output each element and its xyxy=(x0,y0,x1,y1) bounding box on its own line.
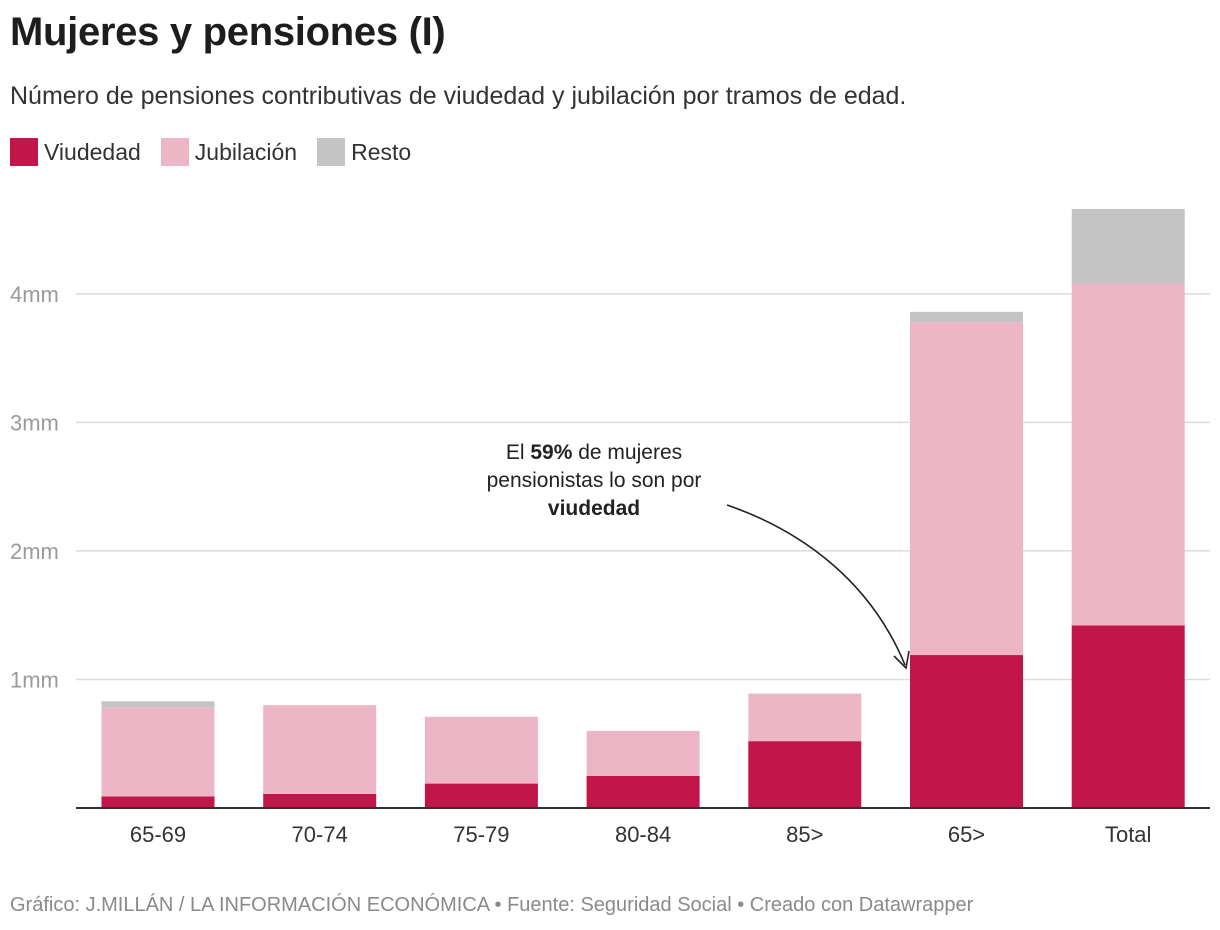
bar-65-69-viudedad xyxy=(101,796,215,808)
annotation-line-2: pensionistas lo son por xyxy=(487,469,702,492)
y-tick-label-4: 4mm xyxy=(10,282,59,307)
legend-label-jubilacion: Jubilación xyxy=(194,138,298,165)
bar-65>-viudedad xyxy=(910,655,1023,808)
bar-85>-jubilación xyxy=(748,693,862,742)
x-tick-label-7: Total xyxy=(1105,822,1151,847)
bar-65>-resto xyxy=(910,311,1023,323)
bar-75-79-jubilación xyxy=(424,716,538,784)
footer-credit: Gráfico: J.MILLÁN / LA INFORMACIÓN ECONÓ… xyxy=(10,894,974,916)
legend-item-jubilacion: Jubilación xyxy=(160,138,298,166)
bar-65-69-jubilación xyxy=(101,707,215,797)
bar-70-74-jubilación xyxy=(263,705,377,794)
y-tick-label-3: 3mm xyxy=(10,410,59,435)
chart-title: Mujeres y pensiones (I) xyxy=(10,10,446,54)
legend-swatch-viudedad xyxy=(10,138,38,166)
legend-swatch-jubilacion xyxy=(160,138,189,166)
annotation-line-3: viudedad xyxy=(548,497,640,520)
annotation-arrow xyxy=(726,504,906,666)
x-tick-label-3: 75-79 xyxy=(453,822,509,847)
legend-label-viudedad: Viudedad xyxy=(44,138,141,165)
x-tick-label-5: 85> xyxy=(786,822,823,847)
annotation: El 59% de mujeres pensionistas lo son po… xyxy=(487,441,910,670)
bar-70-74-viudedad xyxy=(263,793,377,808)
bar-Total-resto xyxy=(1071,209,1185,284)
legend-label-resto: Resto xyxy=(351,138,412,165)
bar-65>-jubilación xyxy=(910,322,1023,656)
legend-item-resto: Resto xyxy=(317,138,411,166)
x-tick-label-1: 65-69 xyxy=(130,822,186,847)
y-tick-label-1: 1mm xyxy=(10,667,59,692)
bar-Total-jubilación xyxy=(1071,283,1185,626)
x-labels-layer: 65-69 70-74 75-79 80-84 85> 65> Total xyxy=(130,822,1152,847)
bars-layer xyxy=(101,209,1185,808)
annotation-arrowhead xyxy=(893,650,910,670)
chart-subtitle: Número de pensiones contributivas de viu… xyxy=(10,82,907,110)
y-tick-label-2: 2mm xyxy=(10,539,59,564)
bar-85>-viudedad xyxy=(748,741,862,808)
x-tick-label-6: 65> xyxy=(948,822,985,847)
bar-Total-viudedad xyxy=(1071,625,1185,808)
legend-item-viudedad: Viudedad xyxy=(10,138,141,166)
bar-75-79-viudedad xyxy=(424,783,538,808)
bar-80-84-viudedad xyxy=(586,775,700,808)
annotation-line-1: El 59% de mujeres xyxy=(506,441,682,464)
x-tick-label-4: 80-84 xyxy=(615,822,671,847)
x-tick-label-2: 70-74 xyxy=(292,822,348,847)
legend-swatch-resto xyxy=(317,138,346,166)
bar-80-84-jubilación xyxy=(586,730,700,776)
bar-65-69-resto xyxy=(101,701,215,708)
legend: Viudedad Jubilación Resto xyxy=(10,138,431,166)
